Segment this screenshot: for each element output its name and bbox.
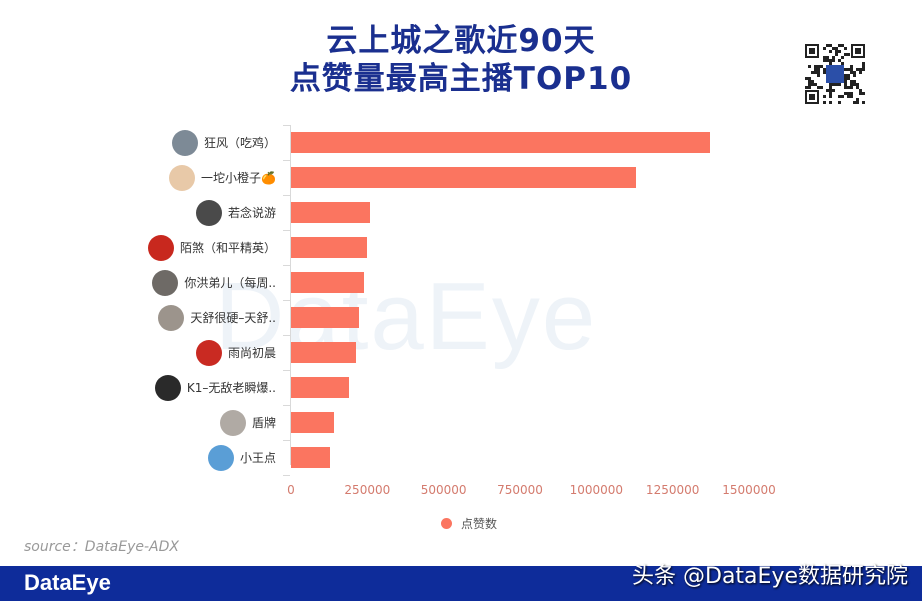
bar[interactable] bbox=[291, 447, 331, 468]
axis-tick bbox=[283, 475, 290, 476]
chart-title: 云上城之歌近90天 点赞量最高主播TOP10 bbox=[0, 22, 922, 98]
bar[interactable] bbox=[291, 202, 371, 223]
category-text: 小王点 bbox=[239, 451, 276, 465]
avatar bbox=[195, 199, 222, 226]
category-text: 若念说游 bbox=[227, 206, 276, 220]
footer-bar: DataEye 头条 @DataEye数据研究院 bbox=[0, 564, 922, 601]
category-text: 狂风（吃鸡） bbox=[203, 136, 276, 150]
bar[interactable] bbox=[291, 412, 335, 433]
bar-row: 一坨小橙子🍊 bbox=[0, 160, 922, 195]
x-tick-label: 1000000 bbox=[569, 483, 624, 497]
axis-tick bbox=[283, 160, 290, 161]
axis-tick bbox=[283, 195, 290, 196]
source-note: source：DataEye-ADX bbox=[24, 539, 179, 555]
category-text: 雨尚初晨 bbox=[227, 346, 276, 360]
bar[interactable] bbox=[291, 237, 368, 258]
x-tick-label: 1250000 bbox=[645, 483, 700, 497]
bar-row: 天舒很硬–天舒.. bbox=[0, 300, 922, 335]
watermark: DataEye bbox=[215, 263, 598, 370]
bar[interactable] bbox=[291, 342, 357, 363]
category-text: 陌煞（和平精英） bbox=[179, 241, 276, 255]
axis-tick bbox=[283, 405, 290, 406]
category-label: 天舒很硬–天舒.. bbox=[158, 300, 276, 335]
bar-row: 小王点 bbox=[0, 440, 922, 475]
category-text: 盾牌 bbox=[251, 416, 276, 430]
avatar bbox=[169, 164, 196, 191]
axis-tick bbox=[283, 300, 290, 301]
avatar bbox=[158, 304, 185, 331]
bar[interactable] bbox=[291, 132, 710, 153]
axis-tick bbox=[283, 370, 290, 371]
category-text: 天舒很硬–天舒.. bbox=[190, 311, 276, 325]
category-text: 你洪弟儿（每周.. bbox=[184, 276, 276, 290]
title-line-1: 云上城之歌近90天 bbox=[326, 23, 596, 59]
axis-tick bbox=[283, 335, 290, 336]
category-label: 雨尚初晨 bbox=[195, 335, 276, 370]
bar-row: 盾牌 bbox=[0, 405, 922, 440]
avatar bbox=[147, 234, 174, 261]
category-label: K1–无敌老瞬爆.. bbox=[154, 370, 276, 405]
x-tick-label: 0 bbox=[287, 483, 295, 497]
axis-tick bbox=[283, 265, 290, 266]
avatar bbox=[219, 409, 246, 436]
bar-row: 你洪弟儿（每周.. bbox=[0, 265, 922, 300]
bar[interactable] bbox=[291, 272, 365, 293]
legend[interactable]: 点赞数 bbox=[441, 515, 497, 532]
avatar bbox=[154, 374, 181, 401]
category-label: 若念说游 bbox=[195, 195, 276, 230]
category-label: 一坨小橙子🍊 bbox=[169, 160, 276, 195]
category-label: 小王点 bbox=[207, 440, 276, 475]
axis-tick bbox=[283, 230, 290, 231]
bar-row: 若念说游 bbox=[0, 195, 922, 230]
x-tick-label: 250000 bbox=[344, 483, 391, 497]
x-tick-label: 750000 bbox=[497, 483, 543, 497]
bar-row: 雨尚初晨 bbox=[0, 335, 922, 370]
category-label: 你洪弟儿（每周.. bbox=[152, 265, 276, 300]
footer-brand-logo: DataEye bbox=[24, 570, 111, 595]
title-line-2: 点赞量最高主播TOP10 bbox=[289, 61, 633, 97]
x-tick-label: 1500000 bbox=[722, 483, 776, 497]
avatar bbox=[171, 129, 198, 156]
bar[interactable] bbox=[291, 167, 636, 188]
category-label: 狂风（吃鸡） bbox=[171, 125, 276, 160]
axis-tick bbox=[283, 440, 290, 441]
avatar bbox=[152, 269, 179, 296]
category-text: 一坨小橙子🍊 bbox=[201, 171, 276, 185]
axis-tick bbox=[283, 125, 290, 126]
bar-row: 陌煞（和平精英） bbox=[0, 230, 922, 265]
category-text: K1–无敌老瞬爆.. bbox=[186, 381, 276, 395]
bar-row: K1–无敌老瞬爆.. bbox=[0, 370, 922, 405]
legend-label: 点赞数 bbox=[461, 517, 498, 531]
legend-dot-icon bbox=[441, 518, 452, 529]
bar[interactable] bbox=[291, 307, 360, 328]
bar[interactable] bbox=[291, 377, 349, 398]
x-tick-label: 500000 bbox=[420, 483, 467, 497]
category-label: 盾牌 bbox=[219, 405, 276, 440]
avatar bbox=[195, 339, 222, 366]
qr-code-icon bbox=[805, 44, 865, 104]
category-label: 陌煞（和平精英） bbox=[147, 230, 276, 265]
footer-credit: 头条 @DataEye数据研究院 bbox=[632, 564, 908, 589]
bar-row: 狂风（吃鸡） bbox=[0, 125, 922, 160]
y-axis-line bbox=[290, 125, 291, 465]
avatar bbox=[207, 444, 234, 471]
